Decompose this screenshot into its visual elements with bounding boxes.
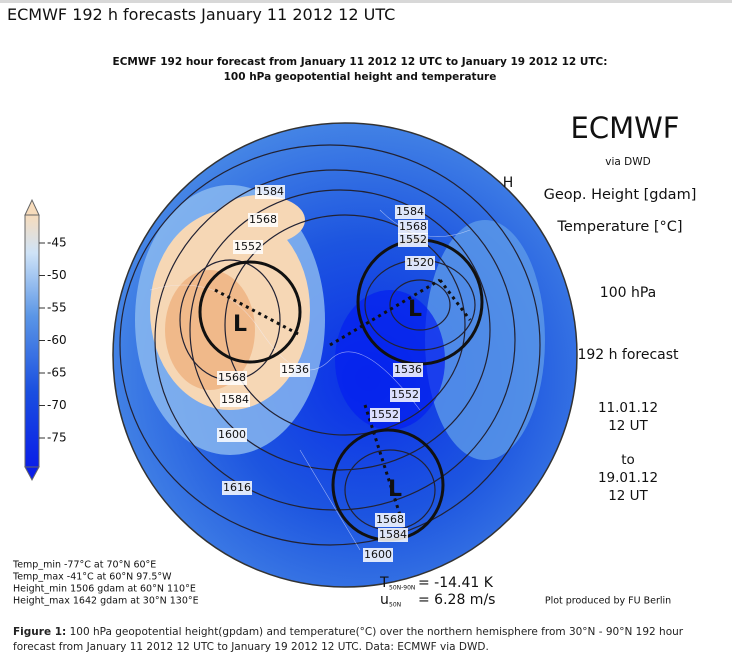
low-marker: L <box>233 312 247 337</box>
contour-label-bg <box>398 220 428 234</box>
contour-label-bg <box>222 481 252 495</box>
contour-label-bg <box>390 388 420 402</box>
contour-label-bg <box>398 233 428 247</box>
contour-label: 1536 <box>394 363 422 376</box>
mean-subscript: 50N <box>389 602 401 609</box>
contour-label: 1520 <box>406 256 434 269</box>
contour-label-bg <box>363 548 393 562</box>
contour-label-bg <box>375 513 405 527</box>
colorbar-label: -75 <box>47 431 67 445</box>
mean-symbol: u <box>380 592 389 608</box>
colorbar <box>24 214 40 468</box>
valid-time: 19.01.12 <box>598 470 658 486</box>
map-fill <box>113 123 577 587</box>
low-marker: L <box>388 477 402 502</box>
forecast: 192 h forecast <box>577 347 679 363</box>
credit: Plot produced by FU Berlin <box>545 596 671 607</box>
contour-label-bg <box>217 428 247 442</box>
contour-label-bg <box>255 185 285 199</box>
caption-text: 100 hPa geopotential height(gpdam) and t… <box>13 626 684 653</box>
contour-label: 1568 <box>399 220 427 233</box>
stat-line: Height_min 1506 gdam at 60°N 110°E <box>13 584 196 595</box>
contour-label: 1568 <box>249 213 277 226</box>
contour-label-bg <box>378 528 408 542</box>
source: via DWD <box>605 156 650 168</box>
variable: Geop. Height [gdam] <box>544 187 697 203</box>
high-marker: H <box>503 175 514 191</box>
contour-label: 1552 <box>371 408 399 421</box>
low-marker: L <box>408 297 422 322</box>
stat-line: Height_max 1642 gdam at 30°N 130°E <box>13 596 199 607</box>
brand: ECMWF <box>571 111 680 145</box>
colorbar-label: -70 <box>47 398 67 412</box>
top-bar <box>0 0 732 3</box>
colorbar-label: -55 <box>47 301 67 315</box>
contour-label: 1552 <box>391 388 419 401</box>
contour-label: 1616 <box>223 481 251 494</box>
caption: Figure 1: 100 hPa geopotential height(gp… <box>13 625 713 655</box>
map-title: ECMWF 192 hour forecast from January 11 … <box>113 56 608 68</box>
page-title: ECMWF 192 h forecasts January 11 2012 12… <box>7 5 396 24</box>
caption-label: Figure 1: <box>13 626 67 638</box>
contour-label: 1552 <box>399 233 427 246</box>
contour-label: 1584 <box>221 393 249 406</box>
contour-label-bg <box>370 408 400 422</box>
contour-label-bg <box>233 240 263 254</box>
contour-label: 1584 <box>396 205 424 218</box>
mean-value: = 6.28 m/s <box>418 592 495 608</box>
valid-time: 12 UT <box>608 418 648 434</box>
valid-time: 12 UT <box>608 488 648 504</box>
contour-label-bg <box>248 213 278 227</box>
contour-label-bg <box>395 205 425 219</box>
contour-label-bg <box>405 256 435 270</box>
contour-label: 1584 <box>256 185 284 198</box>
contour-label: 1552 <box>234 240 262 253</box>
stat-line: Temp_max -41°C at 60°N 97.5°W <box>12 572 172 583</box>
valid-time: 11.01.12 <box>598 400 658 416</box>
mean-subscript: 50N-90N <box>389 585 415 592</box>
colorbar-label: -50 <box>47 268 67 282</box>
contour-label-bg <box>393 363 423 377</box>
valid-time: to <box>621 452 635 468</box>
contour-label: 1568 <box>218 371 246 384</box>
map-figure: ECMWF 192 hour forecast from January 11 … <box>12 56 697 609</box>
level: 100 hPa <box>600 285 656 301</box>
colorbar-label: -45 <box>47 236 67 250</box>
mean-symbol: T <box>379 575 389 591</box>
contour-label: 1584 <box>379 528 407 541</box>
variable: Temperature [°C] <box>556 219 682 235</box>
contour-label-bg <box>217 371 247 385</box>
contour-label-bg <box>220 393 250 407</box>
contour-label: 1600 <box>364 548 392 561</box>
colorbar-label: -65 <box>47 366 67 380</box>
contour-label: 1536 <box>281 363 309 376</box>
map-title: 100 hPa geopotential height and temperat… <box>224 71 497 83</box>
stat-line: Temp_min -77°C at 70°N 60°E <box>12 560 156 571</box>
contour-label: 1600 <box>218 428 246 441</box>
contour-label: 1568 <box>376 513 404 526</box>
colorbar-label: -60 <box>47 333 67 347</box>
contour-label-bg <box>280 363 310 377</box>
mean-value: = -14.41 K <box>418 575 494 591</box>
